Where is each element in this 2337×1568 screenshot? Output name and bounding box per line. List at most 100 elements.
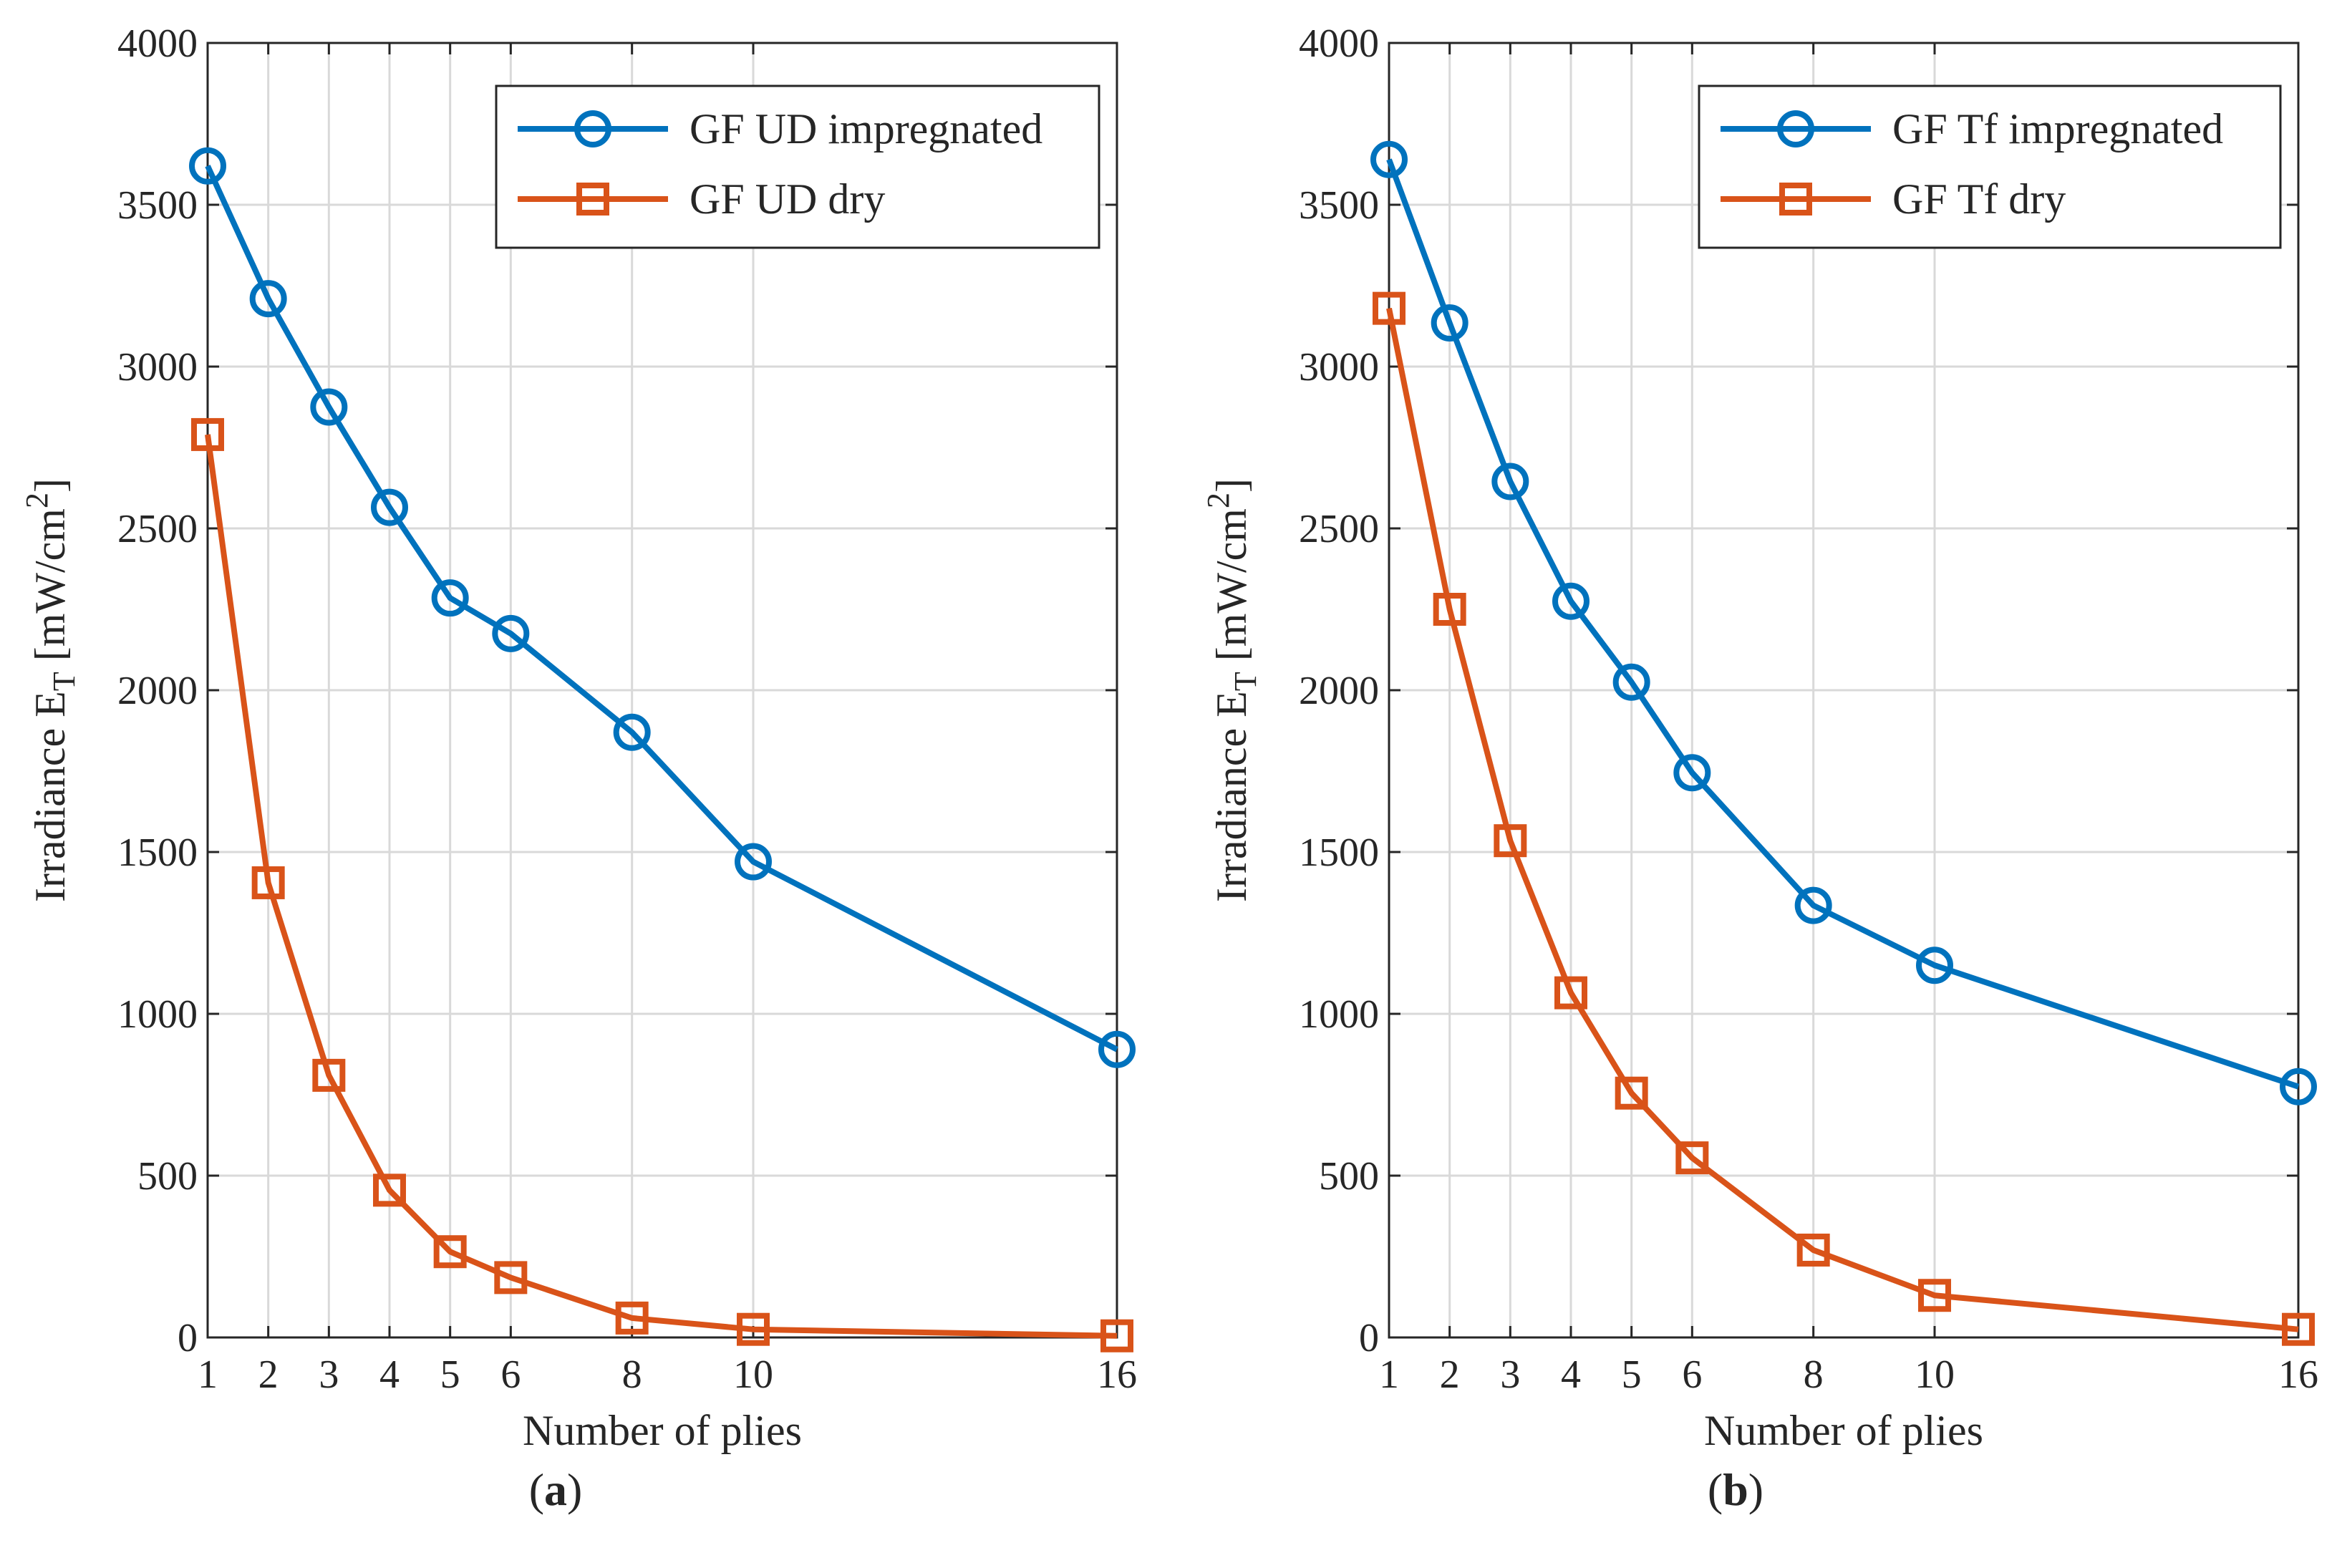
data-point-circle [189, 147, 226, 185]
y-tick-label: 4000 [117, 21, 198, 66]
x-tick-label: 2 [1440, 1352, 1460, 1397]
data-point-circle [2280, 1068, 2317, 1105]
data-point-square [494, 1261, 528, 1294]
x-tick-label: 16 [1097, 1352, 1137, 1397]
legend-square-marker [1779, 183, 1812, 216]
data-point-circle [1370, 140, 1408, 178]
data-point-circle [492, 614, 530, 652]
y-tick-label: 3500 [117, 183, 198, 228]
x-axis-label: Number of plies [1704, 1407, 1983, 1454]
data-point-circle [310, 388, 348, 426]
data-point-square [251, 866, 285, 899]
data-point-square [737, 1312, 770, 1346]
data-point-circle [1098, 1030, 1136, 1068]
y-axis-label-superscript: 2 [19, 493, 54, 508]
data-point-square [1100, 1319, 1133, 1352]
x-tick-label: 8 [1804, 1352, 1824, 1397]
data-point-square [1796, 1233, 1830, 1267]
data-point-square [373, 1173, 406, 1207]
x-tick-label: 10 [1915, 1352, 1955, 1397]
y-tick-label: 3000 [1299, 345, 1379, 389]
data-point-circle [1612, 663, 1650, 701]
x-tick-label: 3 [1500, 1352, 1520, 1397]
y-tick-label: 1500 [1299, 831, 1379, 875]
data-point-square [1433, 593, 1466, 626]
y-tick-label: 500 [1319, 1154, 1379, 1199]
y-axis-label-unit-close: ] [26, 478, 74, 493]
legend-entry-label: GF Tf dry [1892, 175, 2066, 223]
legend-circle-marker [574, 110, 611, 147]
data-point-circle [735, 843, 772, 881]
series-line-gf-ud-impregnated [205, 165, 1118, 1052]
y-tick-label: 2500 [1299, 507, 1379, 551]
chart-panel-b: 1 2 3 4 5 6 8 10 1605001000150020002500300035004… [1201, 21, 2318, 1515]
y-axis-label-unit-close: ] [1208, 478, 1255, 493]
x-tick-label: 6 [500, 1352, 521, 1397]
data-point-circle [431, 579, 469, 617]
x-tick-label: 5 [440, 1352, 460, 1397]
x-tick-label: 2 [258, 1352, 279, 1397]
x-tick-label: 4 [1561, 1352, 1581, 1397]
data-point-square [191, 417, 224, 451]
data-point-circle [371, 488, 408, 526]
y-tick-label: 4000 [1299, 21, 1379, 66]
panel-caption-letter: b [1723, 1464, 1748, 1515]
panel-caption-letter: a [544, 1464, 567, 1515]
x-tick-label: 1 [1379, 1352, 1399, 1397]
panel-caption: (b) [1708, 1464, 1763, 1515]
data-point-circle [249, 280, 287, 318]
legend-square-marker [576, 183, 609, 216]
y-tick-label: 1500 [117, 831, 198, 875]
data-point-square [1675, 1141, 1709, 1175]
data-point-circle [1794, 886, 1832, 924]
x-tick-label: 16 [2278, 1352, 2318, 1397]
data-point-square [1373, 291, 1405, 325]
data-point-square [433, 1235, 467, 1269]
series-line-gf-ud-dry [205, 434, 1118, 1339]
y-axis-label: Irradiance ET [mW/cm2] [19, 478, 82, 902]
y-axis-label-subscript: T [47, 672, 82, 691]
y-axis-label-unit: [mW/cm [1208, 508, 1255, 672]
series-line-gf-tf-dry [1386, 307, 2299, 1332]
y-axis-label-prefix: Irradiance E [1208, 691, 1255, 902]
x-tick-label: 1 [198, 1352, 218, 1397]
y-tick-label: 3000 [117, 345, 198, 389]
legend: GF UD impregnated GF UD dry [495, 84, 1100, 249]
data-point-circle [1552, 582, 1590, 620]
data-point-square [1494, 824, 1527, 858]
y-axis-label-subscript: T [1228, 672, 1263, 691]
y-axis-label-prefix: Irradiance E [26, 691, 74, 902]
y-tick-label: 2000 [1299, 669, 1379, 713]
y-tick-label: 2000 [117, 669, 198, 713]
legend-circle-marker [1777, 110, 1814, 147]
x-tick-label: 10 [733, 1352, 773, 1397]
legend-entry-label: GF UD dry [690, 175, 885, 223]
panel-caption: (a) [529, 1464, 583, 1515]
x-tick-label: 6 [1682, 1352, 1702, 1397]
data-point-square [615, 1301, 649, 1335]
x-axis-label: Number of plies [523, 1407, 802, 1454]
y-tick-label: 1000 [1299, 992, 1379, 1037]
y-axis-label-unit: [mW/cm [26, 508, 74, 672]
y-tick-label: 3500 [1299, 183, 1379, 228]
legend-entry-label: GF Tf impregnated [1892, 105, 2223, 153]
chart-panel-a: 1 2 3 4 5 6 8 10 1605001000150020002500300035004… [19, 21, 1137, 1515]
y-tick-label: 0 [178, 1316, 198, 1360]
series-line-gf-tf-impregnated [1386, 158, 2300, 1090]
y-tick-label: 0 [1359, 1316, 1379, 1360]
data-point-circle [1431, 304, 1469, 342]
y-axis-label: Irradiance ET [mW/cm2] [1201, 478, 1263, 902]
x-tick-label: 3 [319, 1352, 339, 1397]
data-point-square [2282, 1312, 2315, 1346]
data-point-square [1918, 1279, 1951, 1312]
y-tick-label: 1000 [117, 992, 198, 1037]
data-point-circle [613, 713, 651, 751]
legend-entry-label: GF UD impregnated [690, 105, 1042, 153]
data-point-circle [1916, 947, 1953, 984]
y-tick-label: 500 [137, 1154, 198, 1199]
y-axis-label-superscript: 2 [1201, 493, 1236, 508]
x-tick-label: 4 [379, 1352, 400, 1397]
data-point-square [312, 1058, 346, 1092]
x-tick-label: 5 [1622, 1352, 1642, 1397]
